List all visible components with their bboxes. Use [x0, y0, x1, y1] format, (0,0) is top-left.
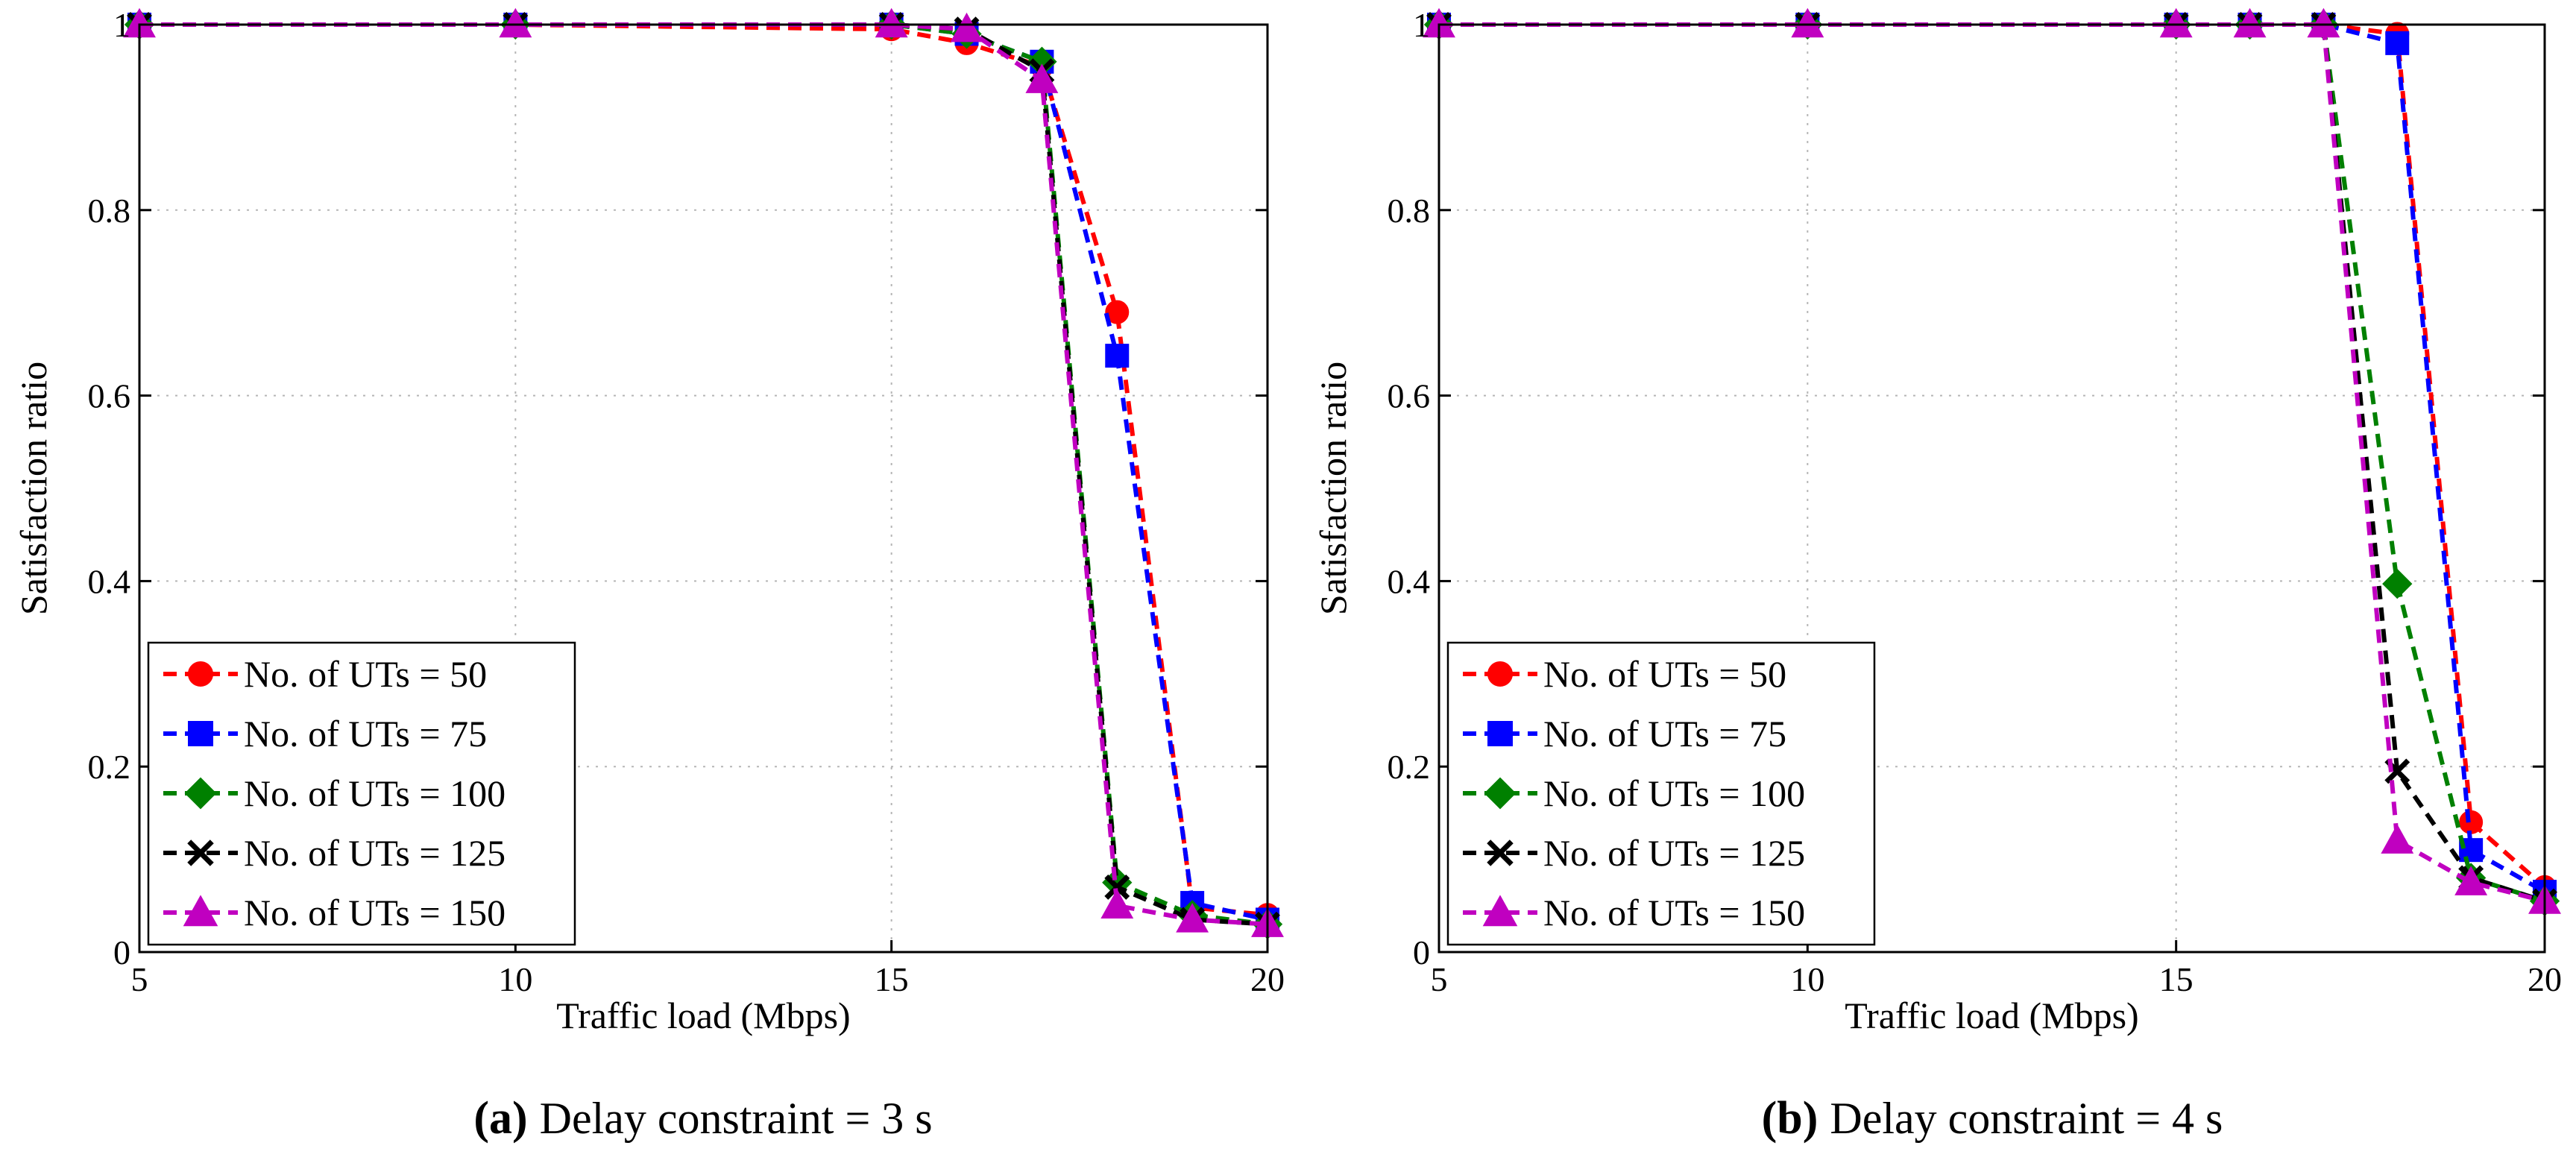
data-point [2454, 866, 2488, 895]
plot-frame [138, 23, 1269, 954]
legend-entry: No. of UTs = 75 [1463, 713, 1786, 754]
legend-marker [1487, 839, 1514, 866]
data-point [1176, 903, 1209, 933]
x-tick-label: 20 [2528, 960, 2562, 998]
plot-frame [1437, 23, 2546, 954]
data-point [1025, 63, 1059, 93]
legend-entry: No. of UTs = 125 [163, 832, 506, 874]
y-tick-label: 0.6 [88, 377, 131, 415]
legend-label: No. of UTs = 150 [244, 892, 506, 933]
data-point [2381, 824, 2414, 854]
legend: No. of UTs = 50 No. of UTs = 75 No. of UTs… [147, 641, 576, 946]
y-tick-label: 0.4 [1388, 562, 1431, 600]
x-tick-label: 15 [2159, 960, 2194, 998]
x-axis-label: Traffic load (Mbps) [1845, 995, 2138, 1036]
legend: No. of UTs = 50 No. of UTs = 75 No. of UTs… [1446, 641, 1876, 946]
data-point [2459, 810, 2484, 834]
data-point [950, 12, 983, 42]
data-point [2385, 31, 2410, 55]
y-tick-label: 0.8 [88, 192, 131, 230]
legend-marker [1482, 895, 1518, 927]
chart-panel-b: 5 10 15 20 0 0.2 0.4 0.6 0.8 1 Traffic load (Mbps)… [1312, 6, 2562, 1144]
x-tick-label: 10 [1790, 960, 1824, 998]
legend-marker [184, 777, 217, 810]
legend-label: No. of UTs = 125 [244, 832, 506, 874]
data-point [499, 7, 532, 38]
y-tick-label: 0.2 [1388, 748, 1431, 786]
y-tick-label: 1 [1413, 6, 1430, 44]
legend-marker [188, 721, 213, 746]
legend-entry: No. of UTs = 125 [1463, 832, 1805, 874]
data-point [2307, 7, 2340, 38]
legend-entry: No. of UTs = 150 [163, 892, 506, 933]
legend-label: No. of UTs = 125 [1543, 832, 1805, 874]
legend-marker [188, 661, 213, 687]
legend-label: No. of UTs = 50 [1543, 653, 1786, 695]
y-tick-label: 0.6 [1388, 377, 1431, 415]
y-tick-label: 0.2 [88, 748, 131, 786]
figure-caption: (b) Delay constraint = 4 s [1762, 1093, 2223, 1144]
data-point [2159, 7, 2193, 38]
x-tick-label: 10 [498, 960, 532, 998]
legend-marker [1487, 661, 1513, 687]
x-tick-label: 15 [875, 960, 909, 998]
caption-letter: (a) [473, 1093, 527, 1144]
legend-entry: No. of UTs = 75 [163, 713, 487, 754]
data-point [1105, 300, 1130, 324]
legend-entry: No. of UTs = 100 [163, 772, 506, 814]
figure-caption: (a) Delay constraint = 3 s [473, 1093, 932, 1144]
y-tick-label: 0.8 [1388, 192, 1431, 230]
legend-label: No. of UTs = 100 [244, 772, 506, 814]
legend-label: No. of UTs = 50 [244, 653, 487, 695]
chart-panel-a: 5 10 15 20 0 0.2 0.4 0.6 0.8 1 Traffic load (Mbps)… [13, 6, 1285, 1144]
x-axis-label: Traffic load (Mbps) [556, 995, 850, 1036]
y-axis-label: Satisfaction ratio [1312, 362, 1354, 615]
y-axis-label: Satisfaction ratio [13, 362, 54, 615]
legend-marker [187, 839, 214, 866]
data-point [1104, 874, 1130, 900]
legend-label: No. of UTs = 75 [244, 713, 487, 754]
data-point [1791, 7, 1824, 38]
legend-marker [1487, 721, 1513, 746]
x-tick-label: 5 [1431, 960, 1448, 998]
x-tick-label: 5 [131, 960, 148, 998]
y-tick-label: 0.4 [88, 562, 131, 600]
data-point [1100, 889, 1134, 919]
data-point [1105, 344, 1130, 368]
data-point [2233, 7, 2267, 38]
legend-label: No. of UTs = 75 [1543, 713, 1786, 754]
data-point [2382, 568, 2413, 599]
x-tick-label: 20 [1250, 960, 1285, 998]
y-tick-label: 0 [113, 933, 130, 971]
caption-text: Delay constraint = 3 s [540, 1094, 933, 1143]
legend-entry: No. of UTs = 100 [1463, 772, 1805, 814]
legend-marker [1484, 777, 1517, 810]
data-point [875, 7, 908, 38]
y-tick-label: 0 [1413, 933, 1430, 971]
legend-entry: No. of UTs = 150 [1463, 892, 1805, 933]
caption-letter: (b) [1762, 1093, 1818, 1144]
legend-label: No. of UTs = 150 [1543, 892, 1805, 933]
legend-label: No. of UTs = 100 [1543, 772, 1805, 814]
legend-entry: No. of UTs = 50 [163, 653, 487, 695]
caption-text: Delay constraint = 4 s [1830, 1094, 2223, 1143]
legend-marker [183, 895, 218, 927]
y-tick-label: 1 [113, 6, 130, 44]
legend-entry: No. of UTs = 50 [1463, 653, 1786, 695]
